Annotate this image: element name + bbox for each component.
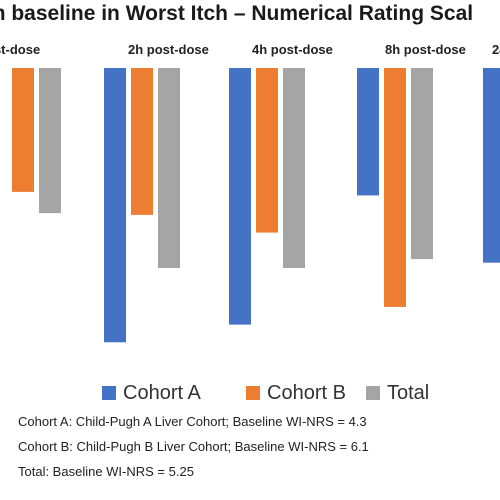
chart-title: om baseline in Worst Itch – Numerical Ra… — [0, 2, 474, 25]
legend-label-total: Total — [387, 381, 430, 404]
category-label: 4h post-dose — [252, 42, 333, 57]
bar-cohort-a — [229, 68, 251, 325]
footnote-total: Total: Baseline WI-NRS = 5.25 — [18, 464, 194, 479]
legend-swatch-cohort-b — [246, 386, 260, 400]
legend-item-cohort-b: Cohort B — [246, 378, 346, 408]
bar-cohort-a — [357, 68, 379, 196]
category-label: 2h post-dose — [128, 42, 209, 57]
bar-cohort-a — [104, 68, 126, 343]
footnote-cohort-a: Cohort A: Child-Pugh A Liver Cohort; Bas… — [18, 414, 367, 429]
legend-item-cohort-a: Cohort A — [102, 378, 201, 408]
bar-chart-plot: ost-dose 2h post-dose 4h post-dose 8h post-… — [0, 42, 500, 343]
bar-total — [411, 68, 433, 260]
chart-legend: Cohort A Cohort B Total — [0, 378, 500, 408]
bar-cohort-b — [384, 68, 406, 307]
footnote-cohort-b: Cohort B: Child-Pugh B Liver Cohort; Bas… — [18, 439, 369, 454]
bar-total — [158, 68, 180, 268]
legend-swatch-total — [366, 386, 380, 400]
legend-item-total: Total — [366, 378, 429, 408]
legend-label-cohort-a: Cohort A — [123, 381, 201, 404]
legend-swatch-cohort-a — [102, 386, 116, 400]
bar-cohort-b — [256, 68, 278, 233]
bar-cohort-a — [483, 68, 500, 263]
category-label: ost-dose — [0, 42, 40, 57]
bar-cohort-b — [12, 68, 34, 192]
bar-total — [283, 68, 305, 268]
legend-label-cohort-b: Cohort B — [267, 381, 346, 404]
category-label: 24 — [492, 42, 500, 57]
category-label: 8h post-dose — [385, 42, 466, 57]
bar-total — [39, 68, 61, 214]
bar-cohort-b — [131, 68, 153, 215]
